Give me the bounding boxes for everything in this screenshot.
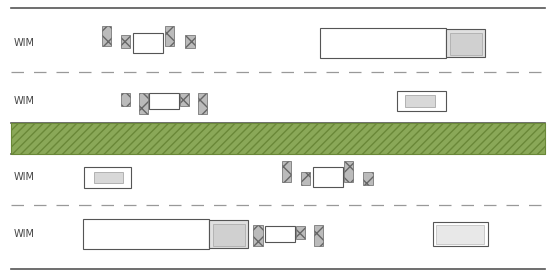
Bar <box>264 227 295 242</box>
Bar <box>139 94 148 114</box>
Text: WIM: WIM <box>14 229 35 239</box>
Bar <box>320 28 446 58</box>
Bar <box>446 29 485 57</box>
Bar <box>83 219 209 249</box>
Text: WIM: WIM <box>14 96 35 106</box>
Bar <box>450 33 482 55</box>
Bar <box>132 33 163 53</box>
Bar <box>296 227 305 239</box>
Bar <box>313 167 343 187</box>
Bar <box>397 91 446 111</box>
Bar <box>433 222 488 246</box>
Bar <box>121 93 130 106</box>
Bar <box>185 35 195 48</box>
Bar <box>213 224 245 246</box>
Bar <box>165 26 174 46</box>
Bar <box>282 161 291 182</box>
Text: WIM: WIM <box>14 172 35 182</box>
Bar <box>209 220 248 248</box>
Bar <box>344 161 354 182</box>
Bar <box>404 95 435 107</box>
Bar <box>101 26 111 46</box>
Bar <box>94 171 123 183</box>
Bar <box>121 35 130 48</box>
Bar <box>436 224 484 244</box>
Bar <box>253 225 263 246</box>
Text: WIM: WIM <box>14 38 35 48</box>
Bar <box>198 94 207 114</box>
Bar <box>11 123 545 154</box>
Bar <box>364 172 373 185</box>
Bar <box>84 167 131 188</box>
Bar <box>180 93 190 106</box>
Bar <box>301 172 311 185</box>
Bar <box>235 227 245 239</box>
Bar <box>149 93 179 109</box>
Bar <box>314 225 323 246</box>
